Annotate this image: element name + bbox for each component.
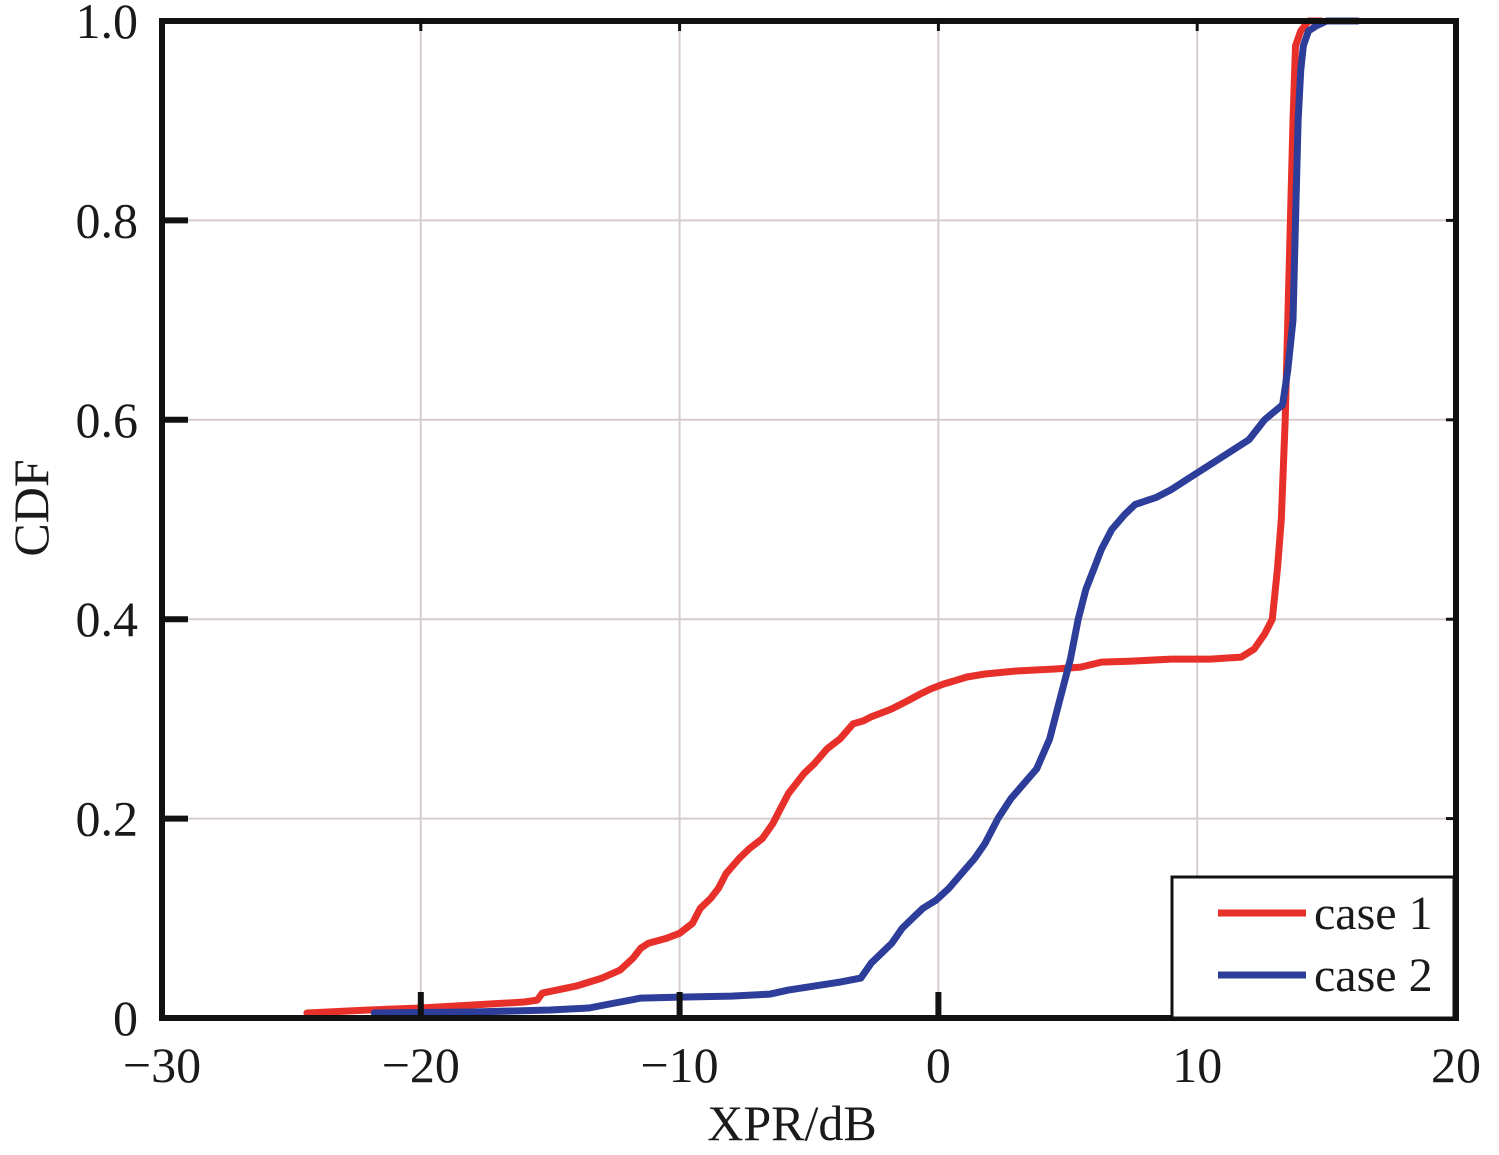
axis-ticks bbox=[162, 21, 1456, 1018]
y-tick-label: 0.4 bbox=[76, 591, 139, 647]
x-tick-label: 0 bbox=[926, 1037, 951, 1093]
legend: case 1 case 2 bbox=[1170, 875, 1456, 1020]
y-tick-label: 0.8 bbox=[76, 192, 139, 248]
x-tick-labels: −30 −20 −10 0 10 20 bbox=[123, 1037, 1481, 1093]
y-tick-label: 1.0 bbox=[76, 0, 139, 49]
series-line-case-2 bbox=[370, 17, 1362, 1017]
x-tick-label: 10 bbox=[1172, 1037, 1222, 1093]
legend-label-case-1: case 1 bbox=[1314, 887, 1433, 940]
x-tick-label: 20 bbox=[1431, 1037, 1481, 1093]
y-tick-label: 0.2 bbox=[76, 791, 139, 847]
x-axis-title: XPR/dB bbox=[707, 1095, 877, 1151]
y-tick-label: 0 bbox=[113, 990, 138, 1046]
y-tick-label: 0.6 bbox=[76, 392, 139, 448]
y-axis-title: CDF bbox=[3, 459, 59, 556]
x-tick-label: −30 bbox=[123, 1037, 201, 1093]
x-tick-label: −20 bbox=[382, 1037, 460, 1093]
legend-box bbox=[1170, 875, 1456, 1020]
plot-frame bbox=[159, 18, 1459, 1021]
legend-label-case-2: case 2 bbox=[1314, 949, 1433, 1002]
series-lines bbox=[303, 17, 1362, 1017]
x-tick-label: −10 bbox=[640, 1037, 718, 1093]
y-tick-labels: 0 0.2 0.4 0.6 0.8 1.0 bbox=[76, 0, 139, 1046]
grid-lines bbox=[162, 21, 1456, 1018]
series-line-case-1 bbox=[303, 17, 1325, 1017]
